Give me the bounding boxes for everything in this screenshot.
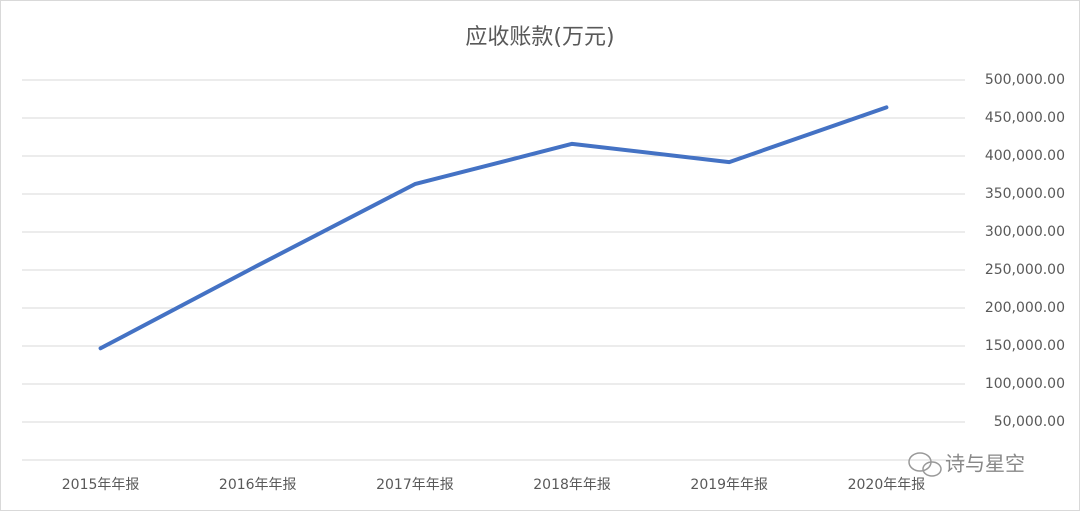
y-tick-label: 400,000.00	[985, 148, 1065, 164]
y-tick-label: 100,000.00	[985, 376, 1065, 392]
data-line	[98, 105, 889, 351]
x-tick-label: 2015年年报	[62, 477, 140, 493]
chart-title: 应收账款(万元)	[465, 25, 614, 50]
watermark: 诗与星空	[945, 452, 1025, 476]
y-tick-label: 150,000.00	[985, 338, 1065, 354]
watermark-icon	[908, 452, 942, 477]
y-tick-label: 200,000.00	[985, 300, 1065, 316]
y-tick-label: 50,000.00	[994, 414, 1065, 430]
y-tick-label: 250,000.00	[985, 262, 1065, 278]
y-tick-label: 500,000.00	[985, 72, 1065, 88]
x-tick-label: 2020年年报	[848, 477, 926, 493]
y-tick-label: 450,000.00	[985, 110, 1065, 126]
x-tick-label: 2019年年报	[690, 477, 768, 493]
y-tick-label: 350,000.00	[985, 186, 1065, 202]
x-tick-label: 2018年年报	[533, 477, 611, 493]
y-tick-label: 300,000.00	[985, 224, 1065, 240]
x-tick-label: 2016年年报	[219, 477, 297, 493]
x-tick-label: 2017年年报	[376, 477, 454, 493]
